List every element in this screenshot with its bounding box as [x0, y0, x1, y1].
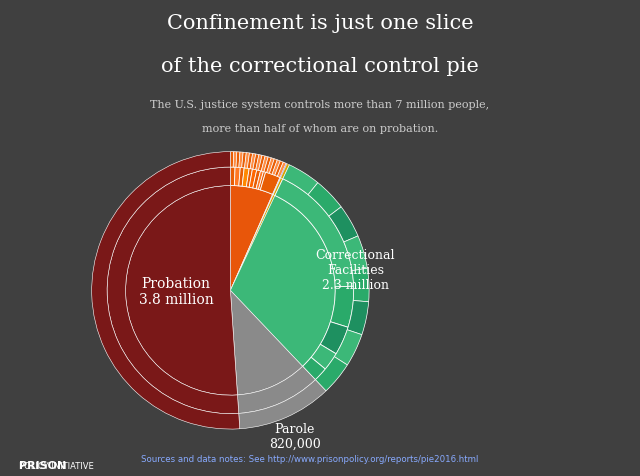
Wedge shape	[259, 171, 266, 190]
Wedge shape	[230, 290, 303, 395]
Wedge shape	[239, 152, 243, 168]
Wedge shape	[259, 155, 265, 171]
Wedge shape	[275, 161, 284, 176]
Wedge shape	[267, 158, 275, 173]
Wedge shape	[275, 179, 354, 287]
Wedge shape	[246, 169, 252, 187]
Wedge shape	[233, 152, 237, 167]
Wedge shape	[253, 154, 259, 169]
Text: more than half of whom are on probation.: more than half of whom are on probation.	[202, 124, 438, 134]
Wedge shape	[269, 159, 277, 174]
Text: Parole
820,000: Parole 820,000	[269, 423, 321, 451]
Text: POLICY INITIATIVE: POLICY INITIATIVE	[19, 452, 94, 471]
Wedge shape	[239, 168, 244, 186]
Text: of the correctional control pie: of the correctional control pie	[161, 57, 479, 76]
Wedge shape	[230, 195, 275, 290]
Wedge shape	[92, 152, 240, 429]
Wedge shape	[273, 178, 283, 196]
Wedge shape	[316, 357, 348, 391]
Wedge shape	[244, 152, 250, 168]
Wedge shape	[329, 207, 358, 242]
Wedge shape	[348, 300, 369, 335]
Wedge shape	[264, 157, 271, 172]
Wedge shape	[230, 167, 235, 186]
Wedge shape	[281, 164, 289, 179]
Wedge shape	[234, 167, 240, 186]
Wedge shape	[280, 163, 287, 178]
Wedge shape	[352, 268, 369, 302]
Wedge shape	[272, 160, 280, 175]
Text: The U.S. justice system controls more than 7 million people,: The U.S. justice system controls more th…	[150, 100, 490, 110]
Wedge shape	[125, 186, 237, 395]
Wedge shape	[344, 236, 367, 271]
Wedge shape	[250, 153, 256, 169]
Text: Confinement is just one slice: Confinement is just one slice	[166, 14, 474, 33]
Wedge shape	[242, 168, 249, 187]
Wedge shape	[230, 186, 273, 290]
Wedge shape	[230, 196, 335, 367]
Wedge shape	[239, 380, 326, 429]
Wedge shape	[237, 367, 316, 413]
Wedge shape	[247, 153, 253, 169]
Text: Probation
3.8 million: Probation 3.8 million	[138, 277, 213, 307]
Wedge shape	[330, 286, 354, 327]
Wedge shape	[308, 183, 341, 216]
Text: Correctional
Facilities
2.3 million: Correctional Facilities 2.3 million	[316, 248, 395, 292]
Wedge shape	[261, 156, 268, 172]
Wedge shape	[256, 171, 264, 189]
Wedge shape	[253, 170, 260, 189]
Wedge shape	[242, 152, 246, 168]
Wedge shape	[283, 165, 318, 195]
Text: Sources and data notes: See http://www.prisonpolicy.org/reports/pie2016.html: Sources and data notes: See http://www.p…	[141, 455, 478, 464]
Wedge shape	[277, 162, 286, 178]
Wedge shape	[107, 167, 239, 414]
Wedge shape	[311, 344, 336, 369]
Wedge shape	[230, 152, 234, 167]
Wedge shape	[320, 322, 348, 354]
Wedge shape	[334, 330, 362, 365]
Wedge shape	[230, 194, 273, 290]
Wedge shape	[236, 152, 240, 168]
Wedge shape	[273, 178, 281, 195]
Text: PRISON: PRISON	[19, 461, 67, 471]
Wedge shape	[303, 357, 325, 380]
Wedge shape	[260, 172, 280, 194]
Wedge shape	[256, 155, 262, 170]
Wedge shape	[249, 169, 257, 188]
